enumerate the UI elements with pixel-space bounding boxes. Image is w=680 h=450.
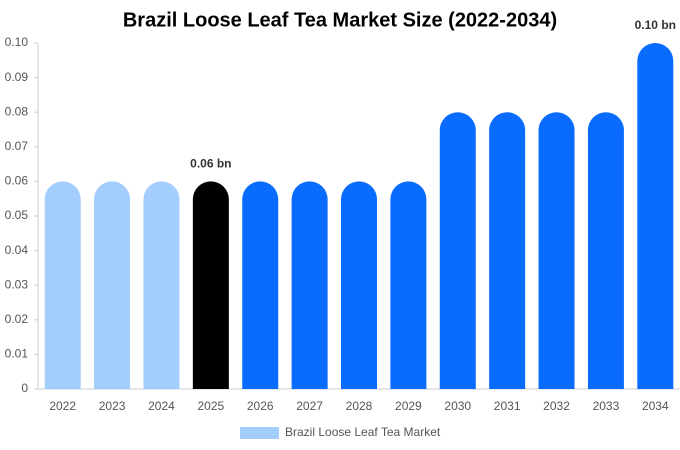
y-tick-label: 0.08 <box>5 104 29 118</box>
y-tick-label: 0 <box>21 381 28 395</box>
bar <box>192 181 229 389</box>
x-tick-label: 2022 <box>49 399 76 413</box>
x-tick-label: 2033 <box>593 399 620 413</box>
bar <box>390 181 427 389</box>
y-tick-label: 0.07 <box>5 139 29 153</box>
data-label: 0.06 bn <box>190 157 231 171</box>
x-tick-label: 2030 <box>444 399 471 413</box>
y-tick-label: 0.09 <box>5 70 29 84</box>
bar <box>341 181 377 389</box>
bar <box>291 181 328 389</box>
y-tick-label: 0.06 <box>5 174 29 188</box>
y-tick-label: 0.05 <box>5 208 29 222</box>
bar <box>489 112 526 389</box>
y-tick-label: 0.04 <box>5 243 29 257</box>
x-tick-label: 2034 <box>642 399 669 413</box>
data-label: 0.10 bn <box>635 18 676 32</box>
bar <box>587 112 624 389</box>
x-tick-label: 2026 <box>247 399 274 413</box>
x-tick-label: 2025 <box>197 399 224 413</box>
bar <box>242 181 279 389</box>
bar <box>637 43 674 389</box>
y-tick-label: 0.01 <box>5 347 29 361</box>
legend-label: Brazil Loose Leaf Tea Market <box>285 425 441 439</box>
x-tick-label: 2027 <box>296 399 323 413</box>
chart-title: Brazil Loose Leaf Tea Market Size (2022-… <box>123 9 557 31</box>
bar <box>94 181 131 389</box>
y-tick-label: 0.03 <box>5 277 29 291</box>
bar <box>143 181 180 389</box>
x-tick-label: 2032 <box>543 399 570 413</box>
x-tick-label: 2028 <box>346 399 373 413</box>
x-tick-label: 2024 <box>148 399 175 413</box>
x-tick-label: 2029 <box>395 399 422 413</box>
x-tick-label: 2031 <box>494 399 521 413</box>
bar <box>538 112 575 389</box>
x-tick-label: 2023 <box>99 399 126 413</box>
bar <box>439 112 476 389</box>
legend-swatch <box>240 427 279 439</box>
y-tick-label: 0.10 <box>5 35 29 49</box>
y-tick-label: 0.02 <box>5 312 29 326</box>
bar <box>44 181 81 389</box>
